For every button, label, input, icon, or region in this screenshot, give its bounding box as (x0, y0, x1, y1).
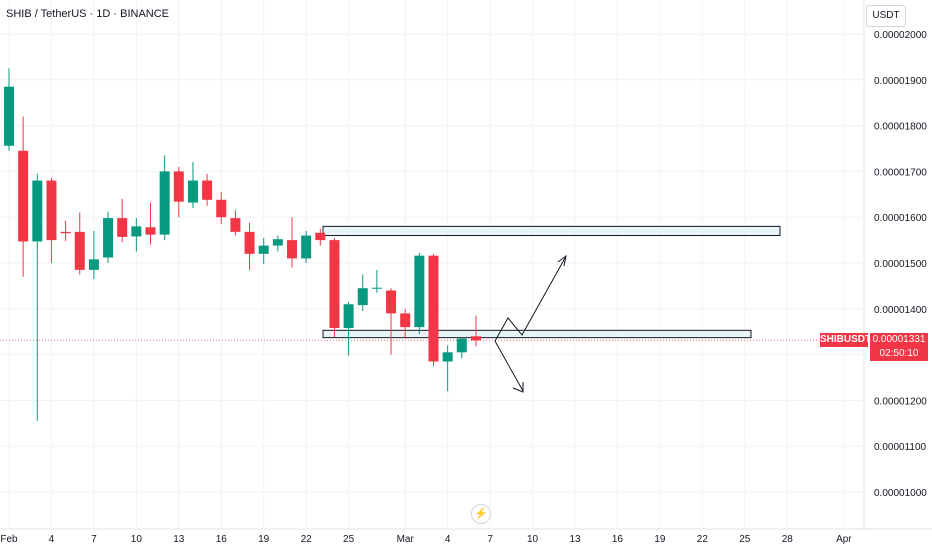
x-tick-label: 19 (258, 534, 270, 545)
symbol-price-tag: SHIBUSDT (820, 333, 872, 347)
support-zone[interactable] (322, 329, 752, 339)
x-tick-label: Feb (0, 534, 18, 545)
candle-body[interactable] (145, 227, 156, 235)
candle-body[interactable] (117, 218, 128, 237)
bullish-arrowhead (557, 254, 567, 267)
y-tick-label: 0.00001000 (874, 488, 927, 499)
x-tick-label: 10 (131, 534, 143, 545)
x-tick-label: 28 (782, 534, 794, 545)
candle-body[interactable] (4, 86, 14, 146)
candle-body[interactable] (428, 255, 439, 362)
x-tick-label: 25 (739, 534, 751, 545)
candle-body[interactable] (287, 240, 297, 259)
candle-body[interactable] (159, 171, 170, 235)
x-tick-label: 10 (527, 534, 539, 545)
x-tick-label: 4 (49, 534, 55, 545)
candle-body[interactable] (357, 288, 368, 306)
x-tick-label: 22 (697, 534, 709, 545)
candle-body[interactable] (60, 231, 71, 234)
candle-body[interactable] (244, 231, 255, 254)
candle-body[interactable] (173, 171, 184, 202)
chart-title: SHIB / TetherUS · 1D · BINANCE (6, 8, 170, 20)
y-tick-label: 0.00001700 (874, 167, 927, 178)
candle-body[interactable] (46, 180, 57, 241)
x-tick-label: 4 (445, 534, 451, 545)
x-tick-label: Mar (397, 534, 415, 545)
y-tick-label: 0.00001200 (874, 396, 927, 407)
candle-body[interactable] (456, 338, 467, 353)
candle-body[interactable] (301, 235, 312, 259)
y-tick-label: 0.00001100 (874, 442, 927, 453)
current-price: 0.00001331 (872, 334, 926, 345)
candle-body[interactable] (131, 226, 142, 237)
x-tick-label: 25 (343, 534, 355, 545)
candle-body[interactable] (88, 259, 99, 270)
bullish-projection-arrow[interactable] (494, 257, 566, 342)
candle-body[interactable] (32, 180, 43, 242)
x-tick-label: Apr (836, 534, 852, 545)
candle-body[interactable] (216, 199, 227, 218)
candle-body[interactable] (371, 287, 382, 289)
candle-body[interactable] (414, 255, 425, 328)
candle-body[interactable] (18, 150, 29, 242)
candle-body[interactable] (272, 239, 283, 246)
y-tick-label: 0.00001800 (874, 122, 927, 133)
candle-body[interactable] (315, 232, 326, 241)
candle-body[interactable] (202, 180, 213, 200)
x-tick-label: 13 (173, 534, 185, 545)
resistance-zone[interactable] (322, 225, 781, 237)
x-tick-label: 7 (487, 534, 493, 545)
x-tick-label: 13 (569, 534, 581, 545)
candle-body[interactable] (103, 218, 114, 258)
y-tick-label: 0.00001900 (874, 76, 927, 87)
current-price-box: 0.00001331 02:50:10 (870, 333, 928, 361)
candle-body[interactable] (329, 240, 340, 329)
currency-selector[interactable]: USDT (866, 5, 906, 27)
candle-body[interactable] (258, 245, 269, 254)
candle-body[interactable] (400, 313, 411, 328)
lightning-icon[interactable]: ⚡ (471, 504, 491, 524)
y-tick-label: 0.00001500 (874, 259, 927, 270)
x-tick-label: 16 (612, 534, 624, 545)
y-tick-label: 0.00002000 (874, 30, 927, 41)
candle-body[interactable] (386, 290, 397, 314)
y-tick-label: 0.00001400 (874, 305, 927, 316)
candle-body[interactable] (470, 336, 481, 341)
bearish-arrowhead (512, 382, 524, 393)
x-tick-label: 7 (91, 534, 97, 545)
candle-body[interactable] (74, 231, 85, 270)
bar-countdown: 02:50:10 (879, 348, 919, 359)
x-tick-label: 16 (216, 534, 228, 545)
x-tick-label: 19 (654, 534, 666, 545)
bearish-projection-arrow[interactable] (494, 340, 524, 392)
candle-body[interactable] (343, 304, 354, 329)
x-tick-label: 22 (301, 534, 313, 545)
candle-body[interactable] (187, 180, 198, 203)
candle-body[interactable] (442, 352, 453, 362)
candle-body[interactable] (230, 218, 241, 232)
y-tick-label: 0.00001600 (874, 213, 927, 224)
